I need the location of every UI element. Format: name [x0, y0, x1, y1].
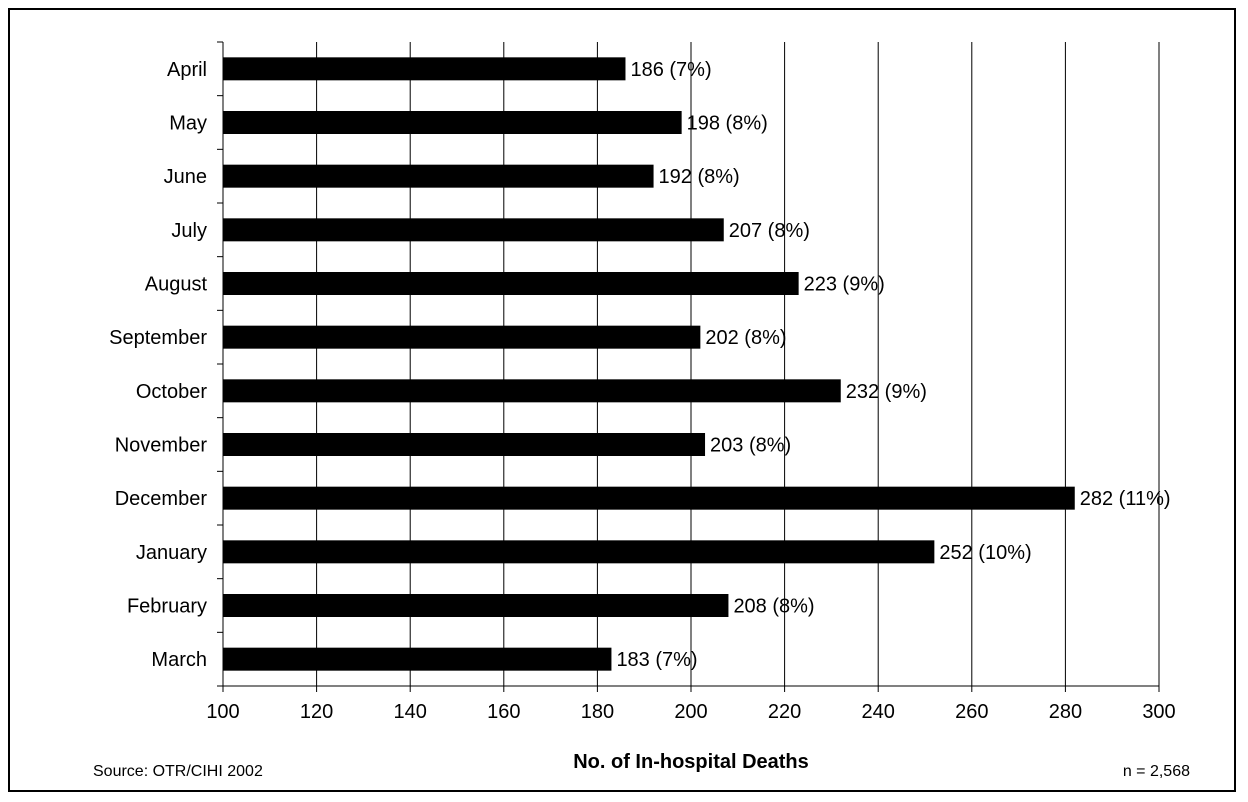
- x-tick-label: 160: [487, 701, 520, 723]
- bar: [223, 164, 654, 188]
- x-tick-label: 180: [581, 701, 614, 723]
- data-label: 183 (7%): [616, 649, 697, 671]
- data-label: 208 (8%): [733, 596, 814, 618]
- x-tick-label: 140: [394, 701, 427, 723]
- category-label: May: [169, 113, 207, 135]
- category-label: September: [109, 327, 207, 349]
- bar: [223, 379, 841, 403]
- category-label: August: [145, 274, 208, 296]
- x-tick-label: 300: [1142, 701, 1175, 723]
- x-tick-label: 260: [955, 701, 988, 723]
- data-label: 207 (8%): [729, 220, 810, 242]
- data-label: 186 (7%): [630, 59, 711, 81]
- bar: [223, 218, 724, 242]
- data-label: 192 (8%): [659, 166, 740, 188]
- bar: [223, 486, 1075, 510]
- category-label: October: [136, 381, 207, 403]
- bar: [223, 111, 682, 134]
- data-label: 203 (8%): [710, 435, 791, 457]
- x-axis-title: No. of In-hospital Deaths: [573, 751, 809, 773]
- bar: [223, 325, 701, 349]
- bar: [223, 540, 935, 564]
- data-label: 252 (10%): [939, 542, 1031, 564]
- data-label: 223 (9%): [804, 274, 885, 296]
- category-label: February: [127, 596, 207, 618]
- gridlines: [316, 42, 1160, 686]
- x-tick-label: 200: [674, 701, 707, 723]
- bar: [223, 594, 729, 617]
- bar: [223, 57, 626, 81]
- data-label: 232 (9%): [846, 381, 927, 403]
- x-tick-label: 240: [862, 701, 895, 723]
- x-tick-label: 220: [768, 701, 801, 723]
- category-label: December: [115, 488, 208, 510]
- bars: [223, 57, 1075, 671]
- data-label: 282 (11%): [1080, 488, 1171, 510]
- category-label: July: [171, 220, 207, 242]
- bar: [223, 272, 799, 295]
- sample-size-note: n = 2,568: [1123, 763, 1190, 780]
- category-label: June: [164, 166, 207, 188]
- category-label: November: [115, 435, 208, 457]
- category-label: March: [151, 649, 207, 671]
- category-label: January: [136, 542, 207, 564]
- x-tick-label: 280: [1049, 701, 1082, 723]
- x-tick-label: 120: [300, 701, 333, 723]
- x-tick-label: 100: [206, 701, 239, 723]
- bar: [223, 647, 612, 671]
- bar: [223, 433, 706, 456]
- labels: 100 120 140 160 180 200 220 240 260 280 300 April 18…: [109, 59, 1176, 723]
- data-label: 198 (8%): [687, 113, 768, 135]
- axes: [217, 41, 1160, 692]
- data-label: 202 (8%): [705, 327, 786, 349]
- category-label: April: [167, 59, 207, 81]
- source-note: Source: OTR/CIHI 2002: [93, 763, 263, 780]
